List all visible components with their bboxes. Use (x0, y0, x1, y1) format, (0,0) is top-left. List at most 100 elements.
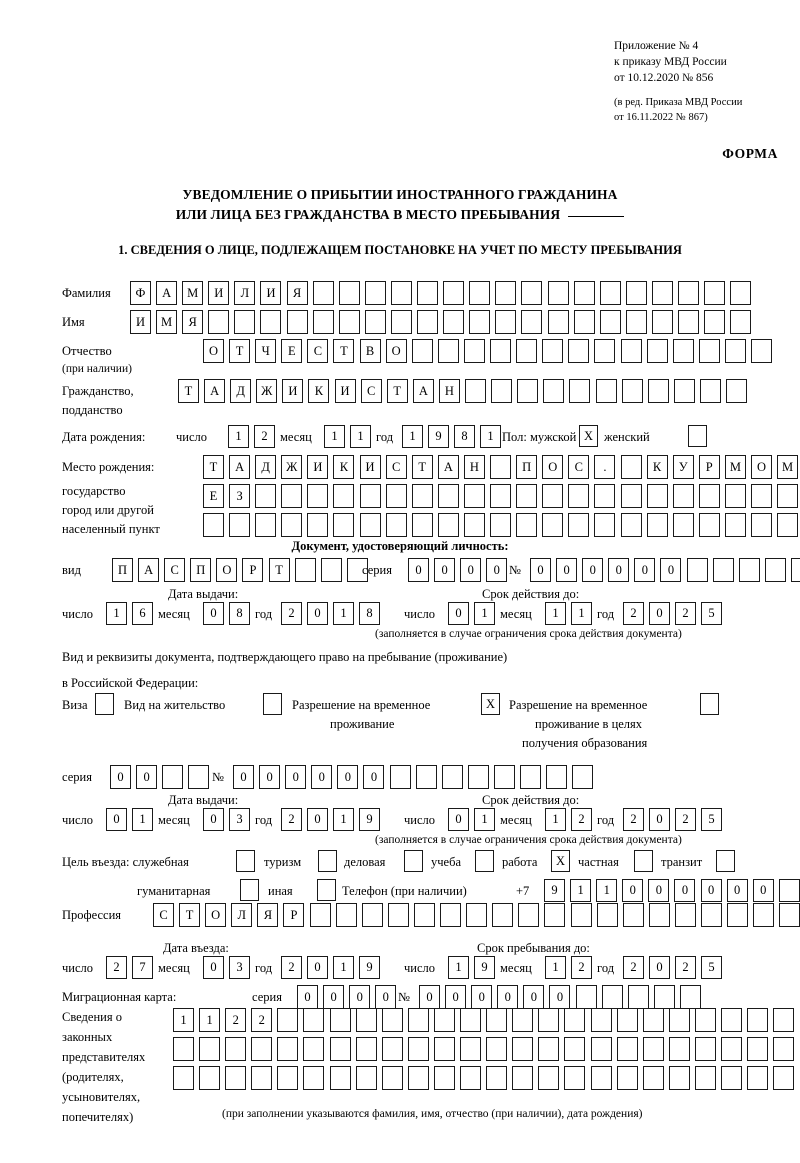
migration-number-cell[interactable]: 0 (549, 985, 571, 1009)
doc-issue-year-cell[interactable]: 8 (359, 602, 380, 625)
given-name-cell[interactable] (495, 310, 517, 334)
birthplace-row2-cell[interactable] (411, 484, 433, 508)
birthplace-row3-cell[interactable] (229, 513, 251, 537)
doc-kind-cell[interactable]: Р (242, 558, 264, 582)
migration-number-cell[interactable]: 0 (419, 985, 440, 1009)
patronymic-cell[interactable]: Е (281, 339, 303, 363)
given-name-cell[interactable] (260, 310, 282, 334)
legal-rep-row3-cell[interactable] (407, 1066, 429, 1090)
surname-cell[interactable]: А (156, 281, 178, 305)
migration-number-cell[interactable] (601, 985, 623, 1009)
legal-rep-row2-cell[interactable] (538, 1037, 560, 1061)
doc-valid-day-cell[interactable]: 0 (448, 602, 469, 625)
legal-rep-row1-cell[interactable]: 1 (199, 1008, 221, 1032)
citizenship-cell[interactable]: И (334, 379, 356, 403)
permit-issue-month-cell[interactable]: 3 (229, 808, 250, 831)
doc-valid-day-cell[interactable]: 1 (474, 602, 495, 625)
surname-cell[interactable] (625, 281, 647, 305)
given-name-cell[interactable]: М (156, 310, 178, 334)
doc-number-cell[interactable] (738, 558, 760, 582)
migration-number-cell[interactable]: 0 (523, 985, 545, 1009)
profession-cell[interactable] (622, 903, 644, 927)
legal-rep-row2-cell[interactable] (355, 1037, 377, 1061)
citizenship-cell[interactable] (569, 379, 591, 403)
migration-number-cell[interactable] (575, 985, 597, 1009)
birthplace-row2-cell[interactable] (463, 484, 485, 508)
entry-month-cell[interactable]: 0 (203, 956, 224, 979)
purpose-humanitarian-checkbox[interactable] (240, 879, 259, 901)
legal-rep-row1-cell[interactable] (694, 1008, 716, 1032)
entry-year-cell[interactable]: 1 (333, 956, 354, 979)
visa-checkbox[interactable] (95, 693, 114, 715)
birthplace-row1-cell[interactable]: . (594, 455, 616, 479)
birthplace-row3-cell[interactable] (750, 513, 772, 537)
surname-cell[interactable] (573, 281, 595, 305)
permit-issue-month-cell[interactable]: 0 (203, 808, 224, 831)
profession-cell[interactable] (544, 903, 566, 927)
profession-cell[interactable]: Т (179, 903, 201, 927)
citizenship-cell[interactable] (465, 379, 487, 403)
doc-number-cell[interactable]: 0 (660, 558, 682, 582)
birthplace-row2-cell[interactable]: Е (203, 484, 224, 508)
phone-cell[interactable]: 1 (570, 879, 592, 902)
birthplace-row2-cell[interactable] (437, 484, 459, 508)
given-name-cell[interactable] (599, 310, 621, 334)
birthplace-row2-cell[interactable] (698, 484, 720, 508)
stay-month-cell[interactable]: 2 (571, 956, 592, 979)
migration-number-cell[interactable]: 0 (445, 985, 467, 1009)
doc-kind-cell[interactable]: П (190, 558, 212, 582)
birthplace-row1-cell[interactable]: Р (698, 455, 720, 479)
given-name-cell[interactable] (573, 310, 595, 334)
birthplace-row2-cell[interactable] (724, 484, 746, 508)
patronymic-cell[interactable]: В (359, 339, 381, 363)
birthplace-row1-cell[interactable]: М (724, 455, 746, 479)
permit-issue-year-cell[interactable]: 1 (333, 808, 354, 831)
citizenship-cell[interactable] (673, 379, 695, 403)
surname-cell[interactable]: И (260, 281, 282, 305)
legal-rep-row1-cell[interactable] (460, 1008, 482, 1032)
doc-issue-year-cell[interactable]: 1 (333, 602, 354, 625)
birthplace-row2-cell[interactable] (255, 484, 277, 508)
legal-rep-row1-cell[interactable] (277, 1008, 299, 1032)
patronymic-cell[interactable] (672, 339, 694, 363)
birthplace-row2-cell[interactable] (672, 484, 694, 508)
legal-rep-row3-cell[interactable] (564, 1066, 586, 1090)
given-name-cell[interactable] (730, 310, 752, 334)
legal-rep-row3-cell[interactable] (720, 1066, 742, 1090)
doc-valid-month-cell[interactable]: 1 (571, 602, 592, 625)
surname-cell[interactable] (547, 281, 569, 305)
surname-cell[interactable] (338, 281, 360, 305)
citizenship-cell[interactable] (725, 379, 747, 403)
legal-rep-row3-cell[interactable] (329, 1066, 351, 1090)
legal-rep-row1-cell[interactable] (512, 1008, 534, 1032)
permit-number-cell[interactable] (546, 765, 568, 789)
phone-cell[interactable]: 0 (726, 879, 748, 902)
given-name-cell[interactable] (234, 310, 256, 334)
phone-cell[interactable]: 0 (700, 879, 722, 902)
doc-kind-cell[interactable]: Т (268, 558, 290, 582)
phone-cell[interactable]: 0 (674, 879, 696, 902)
legal-rep-row3-cell[interactable] (590, 1066, 612, 1090)
permit-number-cell[interactable]: 0 (233, 765, 254, 789)
surname-cell[interactable] (599, 281, 621, 305)
doc-issue-year-cell[interactable]: 0 (307, 602, 328, 625)
birthplace-row1-cell[interactable]: У (672, 455, 694, 479)
legal-rep-row3-cell[interactable] (277, 1066, 299, 1090)
legal-rep-row2-cell[interactable] (512, 1037, 534, 1061)
legal-rep-row1-cell[interactable] (642, 1008, 664, 1032)
birthplace-row3-cell[interactable] (568, 513, 590, 537)
purpose-service-checkbox[interactable] (236, 850, 255, 872)
entry-day-cell[interactable]: 7 (132, 956, 153, 979)
legal-rep-row2-cell[interactable] (747, 1037, 769, 1061)
birthplace-row2-cell[interactable] (594, 484, 616, 508)
legal-rep-row3-cell[interactable] (486, 1066, 508, 1090)
doc-number-cell[interactable] (712, 558, 734, 582)
permit-number-cell[interactable] (572, 765, 594, 789)
surname-cell[interactable]: Ф (130, 281, 151, 305)
phone-cell[interactable] (778, 879, 800, 902)
birthplace-row1-cell[interactable]: Т (203, 455, 224, 479)
citizenship-cell[interactable] (491, 379, 513, 403)
permit-series-cell[interactable]: 0 (136, 765, 158, 789)
patronymic-cell[interactable]: Т (229, 339, 251, 363)
profession-cell[interactable] (466, 903, 488, 927)
